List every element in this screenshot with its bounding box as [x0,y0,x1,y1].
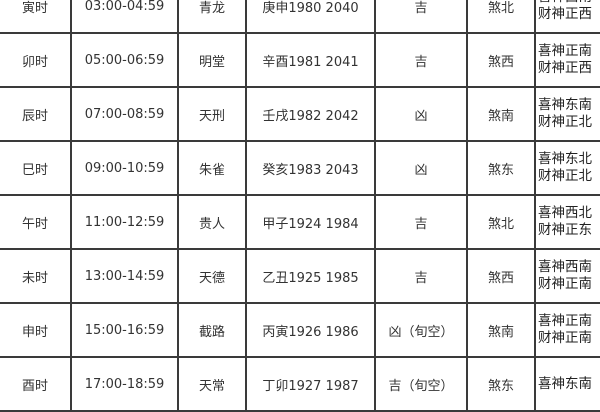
gods-direction-cell: 喜神东南 财神正北 [534,86,600,142]
hour-cell: 申时 [0,302,72,358]
sha-direction-cell: 煞北 [466,194,536,250]
sha-direction-cell: 煞东 [466,140,536,196]
ganzhi-year-cell: 庚申1980 2040 [245,0,376,34]
gods-direction-cell: 喜神东南 [534,356,600,412]
time-range-cell: 17:00-18:59 [70,356,179,412]
sha-direction-cell: 煞西 [466,32,536,88]
hour-cell: 午时 [0,194,72,250]
table-row: 卯时 05:00-06:59 明堂 辛酉1981 2041 吉煞西 喜神正南 财神正西 [0,32,600,88]
sha-direction-cell: 煞东 [466,356,536,412]
xi-shen-direction: 喜神西北 [538,205,592,221]
star-cell: 截路 [177,302,247,358]
hour-cell: 酉时 [0,356,72,412]
time-range-cell: 03:00-04:59 [70,0,179,34]
star-cell: 青龙 [177,0,247,34]
gods-direction-cell: 喜神西南 财神正南 [534,248,600,304]
ganzhi-year-cell: 丁卯1927 1987 [245,356,376,412]
cai-shen-direction: 财神正南 [538,276,592,292]
time-range-cell: 15:00-16:59 [70,302,179,358]
xi-shen-direction: 喜神正南 [538,313,592,329]
hour-cell: 辰时 [0,86,72,142]
cai-shen-direction: 财神正南 [538,330,592,346]
time-range-cell: 05:00-06:59 [70,32,179,88]
luck-cell: 吉（旬空） [374,356,468,412]
luck-cell: 吉 [374,194,468,250]
star-cell: 天刑 [177,86,247,142]
sha-direction-cell: 煞北 [466,0,536,34]
gods-direction-cell: 喜神正南 财神正西 [534,32,600,88]
xi-shen-direction: 喜神正南 [538,43,592,59]
hour-cell: 卯时 [0,32,72,88]
sha-direction-cell: 煞南 [466,302,536,358]
cai-shen-direction: 财神正西 [538,6,592,22]
star-cell: 明堂 [177,32,247,88]
cai-shen-direction: 财神正西 [538,60,592,76]
table-row: 未时 13:00-14:59 天德 乙丑1925 1985 吉煞西 喜神西南 财神正南 [0,248,600,304]
ganzhi-year-cell: 壬戌1982 2042 [245,86,376,142]
star-cell: 天常 [177,356,247,412]
ganzhi-year-cell: 癸亥1983 2043 [245,140,376,196]
xi-shen-direction: 喜神东南 [538,375,592,392]
star-cell: 天德 [177,248,247,304]
cai-shen-direction: 财神正东 [538,222,592,238]
luck-cell: 吉 [374,0,468,34]
ganzhi-year-cell: 乙丑1925 1985 [245,248,376,304]
star-cell: 贵人 [177,194,247,250]
time-range-cell: 11:00-12:59 [70,194,179,250]
xi-shen-direction: 喜神东北 [538,151,592,167]
table-row: 申时 15:00-16:59 截路 丙寅1926 1986 凶（旬空） 煞南 喜神正南 财神正… [0,302,600,358]
luck-cell: 凶（旬空） [374,302,468,358]
table-row: 辰时 07:00-08:59 天刑 壬戌1982 2042 凶煞南 喜神东南 财神正北 [0,86,600,142]
luck-cell: 吉 [374,32,468,88]
gods-direction-cell: 喜神西北 财神正东 [534,194,600,250]
table-row: 酉时 17:00-18:59 天常 丁卯1927 1987 吉（旬空） 煞东 喜神东南 [0,356,600,412]
ganzhi-year-cell: 丙寅1926 1986 [245,302,376,358]
luck-cell: 吉 [374,248,468,304]
cai-shen-direction: 财神正北 [538,114,592,130]
time-range-cell: 13:00-14:59 [70,248,179,304]
luck-cell: 凶 [374,140,468,196]
sha-direction-cell: 煞南 [466,86,536,142]
sha-direction-cell: 煞西 [466,248,536,304]
hour-cell: 寅时 [0,0,72,34]
time-range-cell: 09:00-10:59 [70,140,179,196]
star-cell: 朱雀 [177,140,247,196]
xi-shen-direction: 喜神东南 [538,97,592,113]
xi-shen-direction: 喜神西南 [538,0,600,6]
xi-shen-direction: 喜神西南 [538,259,592,275]
ganzhi-year-cell: 辛酉1981 2041 [245,32,376,88]
gods-direction-cell: 喜神正南 财神正南 [534,302,600,358]
luck-cell: 凶 [374,86,468,142]
ganzhi-year-cell: 甲子1924 1984 [245,194,376,250]
table-row: 午时 11:00-12:59 贵人 甲子1924 1984 吉煞北 喜神西北 财神正东 [0,194,600,250]
gods-direction-cell: 喜神西南财神正西 [534,0,600,34]
table-row: 巳时 09:00-10:59 朱雀 癸亥1983 2043 凶煞东 喜神东北 财神正北 [0,140,600,196]
hour-cell: 巳时 [0,140,72,196]
time-range-cell: 07:00-08:59 [70,86,179,142]
cai-shen-direction: 财神正北 [538,168,592,184]
hour-cell: 未时 [0,248,72,304]
gods-direction-cell: 喜神东北 财神正北 [534,140,600,196]
